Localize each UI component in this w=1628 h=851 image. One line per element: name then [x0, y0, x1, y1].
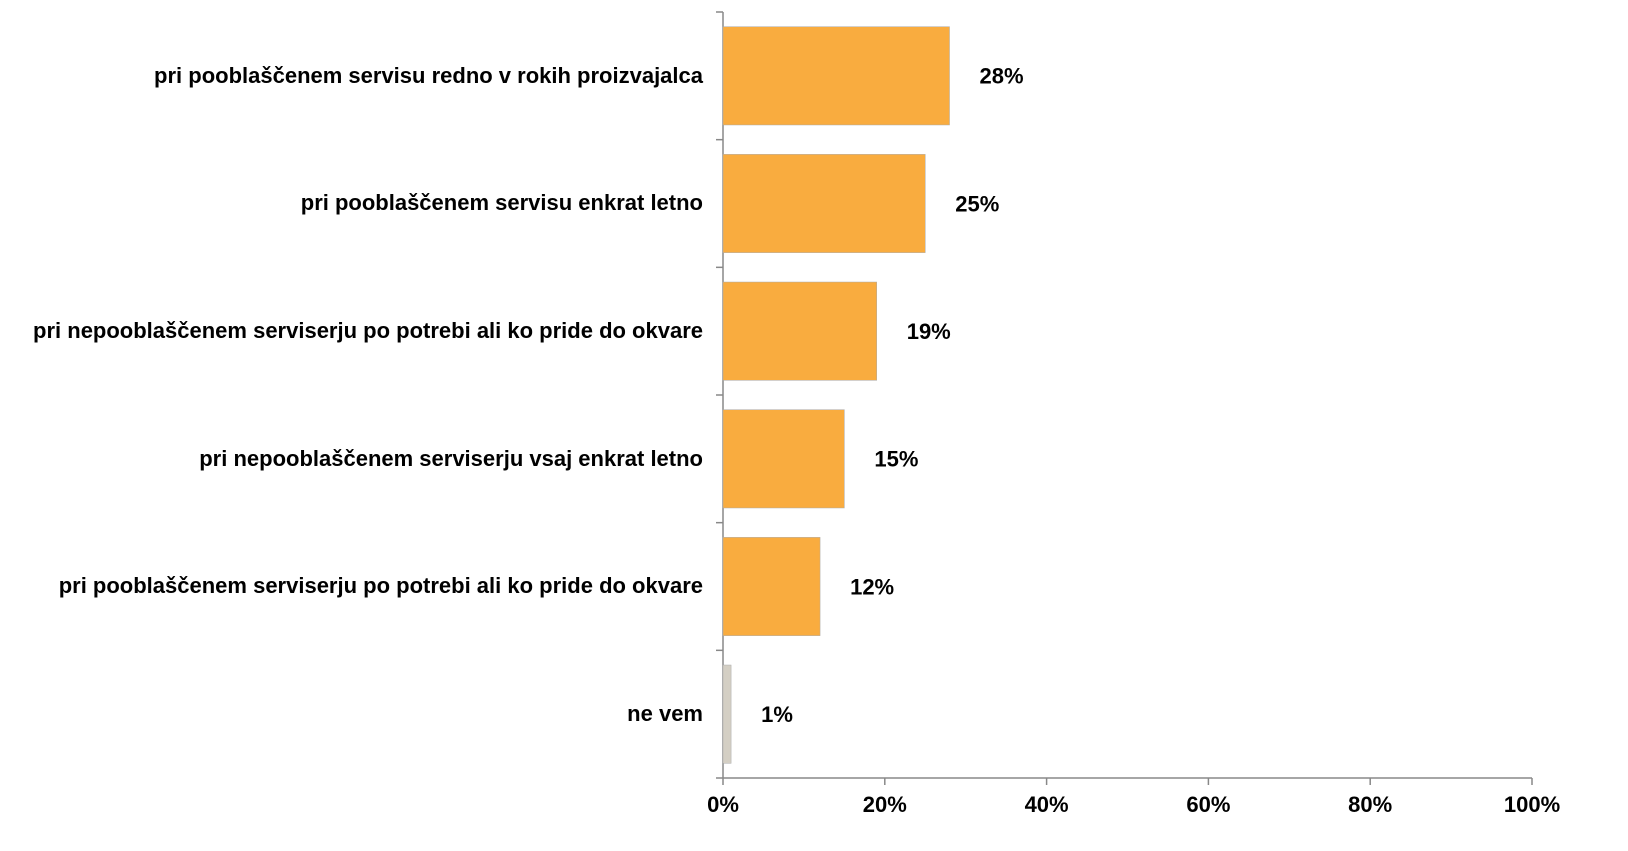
category-label-box: pri pooblaščenem serviserju po potrebi a…	[0, 523, 703, 651]
x-tick-label: 40%	[1025, 792, 1069, 817]
bar	[722, 664, 732, 764]
x-tick-label: 60%	[1186, 792, 1230, 817]
category-label-box: pri nepooblaščenem serviserju vsaj enkra…	[0, 395, 703, 523]
category-label: pri pooblaščenem servisu enkrat letno	[300, 190, 703, 216]
x-tick-label: 100%	[1504, 792, 1560, 817]
value-label: 19%	[907, 319, 951, 344]
category-label: ne vem	[627, 701, 703, 727]
category-label-box: pri pooblaščenem servisu enkrat letno	[0, 140, 703, 268]
category-label: pri pooblaščenem serviserju po potrebi a…	[58, 573, 703, 599]
value-label: 15%	[874, 447, 918, 472]
category-label: pri nepooblaščenem serviserju vsaj enkra…	[199, 445, 703, 471]
x-tick-label: 80%	[1348, 792, 1392, 817]
category-label-box: ne vem	[0, 650, 703, 778]
bar	[722, 26, 950, 126]
bar	[722, 281, 877, 381]
x-tick-label: 0%	[707, 792, 739, 817]
category-label-box: pri pooblaščenem servisu redno v rokih p…	[0, 12, 703, 140]
value-label: 1%	[761, 702, 793, 727]
bar	[722, 537, 821, 636]
value-label: 25%	[955, 191, 999, 216]
value-label: 12%	[850, 574, 894, 599]
value-label: 28%	[980, 64, 1024, 89]
bar	[722, 409, 845, 509]
x-tick-label: 20%	[863, 792, 907, 817]
category-label: pri pooblaščenem servisu redno v rokih p…	[154, 62, 703, 88]
category-label-box: pri nepooblaščenem serviserju po potrebi…	[0, 267, 703, 395]
category-label: pri nepooblaščenem serviserju po potrebi…	[33, 318, 703, 344]
bar	[722, 154, 926, 253]
